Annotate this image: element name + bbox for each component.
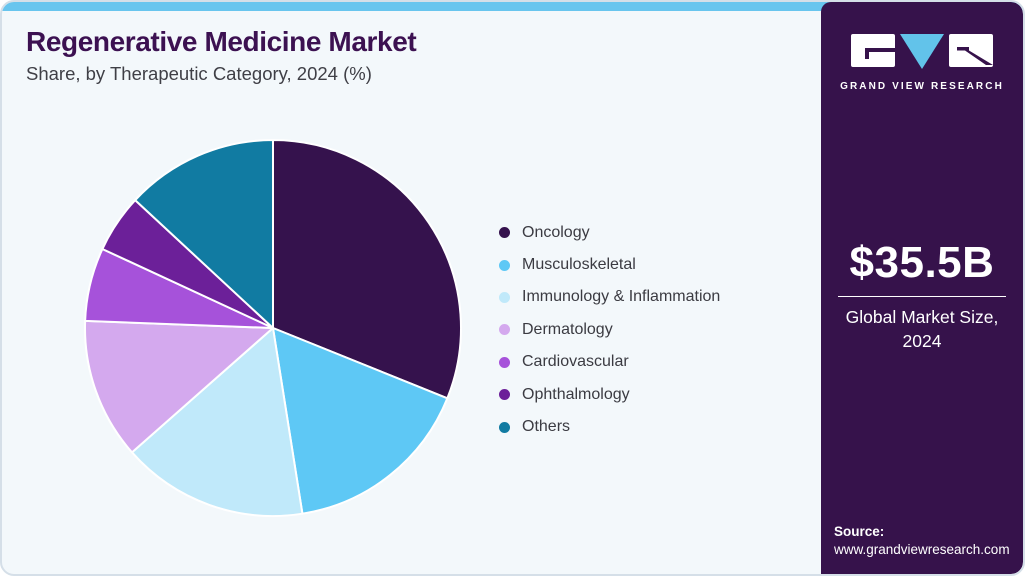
- legend-item-oncology: Oncology: [499, 223, 720, 242]
- chart-legend: Oncology Musculoskeletal Immunology & Infl…: [499, 223, 720, 450]
- pie-slice-others: [134, 139, 274, 329]
- legend-item-others: Others: [499, 417, 720, 436]
- legend-dot: [499, 356, 510, 368]
- pie-slice-oncology: [272, 139, 462, 400]
- legend-item-musculoskeletal: Musculoskeletal: [499, 255, 720, 274]
- legend-item-ophthalmology: Ophthalmology: [499, 385, 720, 404]
- page-subtitle: Share, by Therapeutic Category, 2024 (%): [26, 63, 372, 84]
- legend-dot: [499, 421, 510, 433]
- legend-label: Others: [522, 418, 571, 436]
- page-title: Regenerative Medicine Market: [26, 26, 417, 57]
- legend-dot: [499, 259, 510, 271]
- legend-dot: [499, 324, 510, 336]
- legend-dot: [499, 389, 510, 401]
- market-size-value: $35.5B: [849, 238, 995, 287]
- gvr-logo-icon: [851, 34, 993, 69]
- market-size-block: $35.5B Global Market Size, 2024: [821, 238, 1023, 353]
- legend-item-immunology-inflammation: Immunology & Inflammation: [499, 288, 720, 307]
- pie-slice-musculoskeletal: [272, 327, 449, 515]
- header: Regenerative Medicine Market Share, by T…: [26, 26, 417, 85]
- legend-item-cardiovascular: Cardiovascular: [499, 353, 720, 372]
- source-label: Source:: [834, 524, 885, 539]
- pie-slice-dermatology: [84, 319, 274, 454]
- gvr-logo: GRAND VIEW RESEARCH: [821, 31, 1023, 92]
- divider: [838, 296, 1006, 297]
- legend-label: Dermatology: [522, 320, 613, 338]
- legend-label: Immunology & Inflammation: [522, 288, 721, 306]
- legend-label: Musculoskeletal: [522, 256, 636, 274]
- pie-slice-immunology-inflammation: [130, 327, 304, 517]
- legend-dot: [499, 291, 510, 303]
- legend-label: Cardiovascular: [522, 353, 629, 371]
- legend-label: Ophthalmology: [522, 385, 630, 403]
- legend-label: Oncology: [522, 223, 590, 241]
- brand-name: GRAND VIEW RESEARCH: [840, 81, 1004, 92]
- source-block: Source: www.grandviewresearch.com: [834, 524, 1010, 557]
- sidebar: GRAND VIEW RESEARCH $35.5B Global Market…: [821, 2, 1023, 574]
- legend-item-dermatology: Dermatology: [499, 320, 720, 339]
- legend-dot: [499, 227, 510, 239]
- accent-bar: [2, 2, 1023, 11]
- pie-chart: [84, 139, 462, 517]
- source-url[interactable]: www.grandviewresearch.com: [834, 542, 1010, 557]
- market-size-label: Global Market Size, 2024: [845, 307, 999, 351]
